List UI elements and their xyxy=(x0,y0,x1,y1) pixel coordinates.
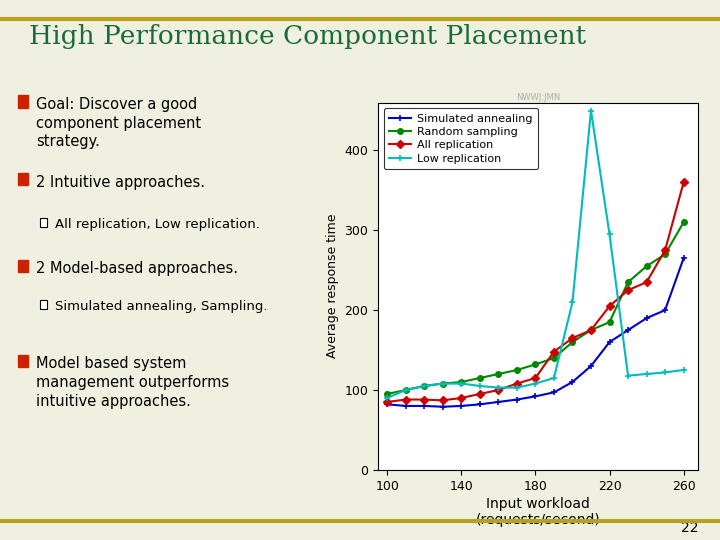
Line: All replication: All replication xyxy=(384,180,686,404)
All replication xyxy=(475,391,484,397)
Random sampling xyxy=(494,371,503,377)
All replication xyxy=(531,375,540,381)
Low replication xyxy=(420,383,428,389)
All replication xyxy=(457,395,466,401)
All replication xyxy=(438,397,447,403)
Y-axis label: Average response time: Average response time xyxy=(326,214,339,359)
Low replication xyxy=(438,380,447,387)
Random sampling xyxy=(457,379,466,385)
Text: Goal: Discover a good
component placement
strategy.: Goal: Discover a good component placemen… xyxy=(37,97,202,150)
Line: Low replication: Low replication xyxy=(384,107,687,401)
Random sampling xyxy=(624,279,632,286)
Text: 2 Intuitive approaches.: 2 Intuitive approaches. xyxy=(37,175,205,190)
X-axis label: Input workload
(requests/second): Input workload (requests/second) xyxy=(476,497,600,527)
Random sampling xyxy=(531,361,540,368)
All replication xyxy=(642,279,651,286)
Line: Random sampling: Random sampling xyxy=(384,220,686,397)
All replication xyxy=(661,247,670,253)
Simulated annealing xyxy=(661,307,670,313)
Low replication xyxy=(642,371,651,377)
Random sampling xyxy=(513,367,521,373)
Low replication xyxy=(549,375,558,381)
FancyBboxPatch shape xyxy=(19,355,28,367)
Low replication xyxy=(513,384,521,391)
Low replication xyxy=(587,107,595,114)
All replication xyxy=(549,348,558,355)
Simulated annealing xyxy=(642,315,651,321)
All replication xyxy=(568,335,577,341)
Legend: Simulated annealing, Random sampling, All replication, Low replication: Simulated annealing, Random sampling, Al… xyxy=(384,108,538,169)
Low replication xyxy=(383,395,392,401)
Random sampling xyxy=(475,375,484,381)
Low replication xyxy=(679,367,688,373)
Low replication xyxy=(457,380,466,387)
Simulated annealing xyxy=(457,403,466,409)
All replication xyxy=(402,396,410,403)
All replication xyxy=(383,399,392,405)
FancyBboxPatch shape xyxy=(19,96,28,107)
Simulated annealing xyxy=(383,401,392,408)
Simulated annealing xyxy=(679,255,688,261)
Line: Simulated annealing: Simulated annealing xyxy=(384,255,687,410)
Text: 22: 22 xyxy=(681,521,698,535)
Random sampling xyxy=(661,251,670,258)
Simulated annealing xyxy=(549,389,558,396)
Simulated annealing xyxy=(531,393,540,400)
Low replication xyxy=(624,373,632,379)
Simulated annealing xyxy=(606,339,614,345)
Simulated annealing xyxy=(568,379,577,385)
Low replication xyxy=(494,384,503,391)
Text: All replication, Low replication.: All replication, Low replication. xyxy=(55,218,260,231)
Low replication xyxy=(475,383,484,389)
Simulated annealing xyxy=(438,403,447,410)
Text: 2 Model-based approaches.: 2 Model-based approaches. xyxy=(37,261,238,276)
Random sampling xyxy=(402,387,410,393)
Low replication xyxy=(531,380,540,387)
Random sampling xyxy=(438,380,447,387)
Random sampling xyxy=(642,263,651,269)
All replication xyxy=(606,303,614,309)
Simulated annealing xyxy=(402,403,410,409)
FancyBboxPatch shape xyxy=(40,300,48,309)
All replication xyxy=(624,287,632,293)
Text: Model based system
management outperforms
intuitive approaches.: Model based system management outperform… xyxy=(37,356,230,409)
All replication xyxy=(679,179,688,186)
FancyBboxPatch shape xyxy=(19,260,28,272)
Random sampling xyxy=(549,355,558,361)
Text: Simulated annealing, Sampling.: Simulated annealing, Sampling. xyxy=(55,300,268,313)
Low replication xyxy=(568,299,577,306)
FancyBboxPatch shape xyxy=(40,218,48,227)
Random sampling xyxy=(606,319,614,326)
Simulated annealing xyxy=(587,363,595,369)
Low replication xyxy=(661,369,670,376)
Text: High Performance Component Placement: High Performance Component Placement xyxy=(29,24,586,49)
Title: NWWJ:JMN: NWWJ:JMN xyxy=(516,93,560,102)
All replication xyxy=(494,387,503,393)
Simulated annealing xyxy=(420,403,428,409)
All replication xyxy=(513,380,521,387)
Random sampling xyxy=(383,391,392,397)
Simulated annealing xyxy=(494,399,503,405)
Simulated annealing xyxy=(513,396,521,403)
Random sampling xyxy=(679,219,688,226)
All replication xyxy=(587,327,595,333)
Random sampling xyxy=(420,383,428,389)
Simulated annealing xyxy=(475,401,484,408)
All replication xyxy=(420,396,428,403)
FancyBboxPatch shape xyxy=(19,173,28,185)
Low replication xyxy=(402,387,410,393)
Random sampling xyxy=(587,327,595,333)
Simulated annealing xyxy=(624,327,632,333)
Low replication xyxy=(606,231,614,238)
Random sampling xyxy=(568,339,577,345)
